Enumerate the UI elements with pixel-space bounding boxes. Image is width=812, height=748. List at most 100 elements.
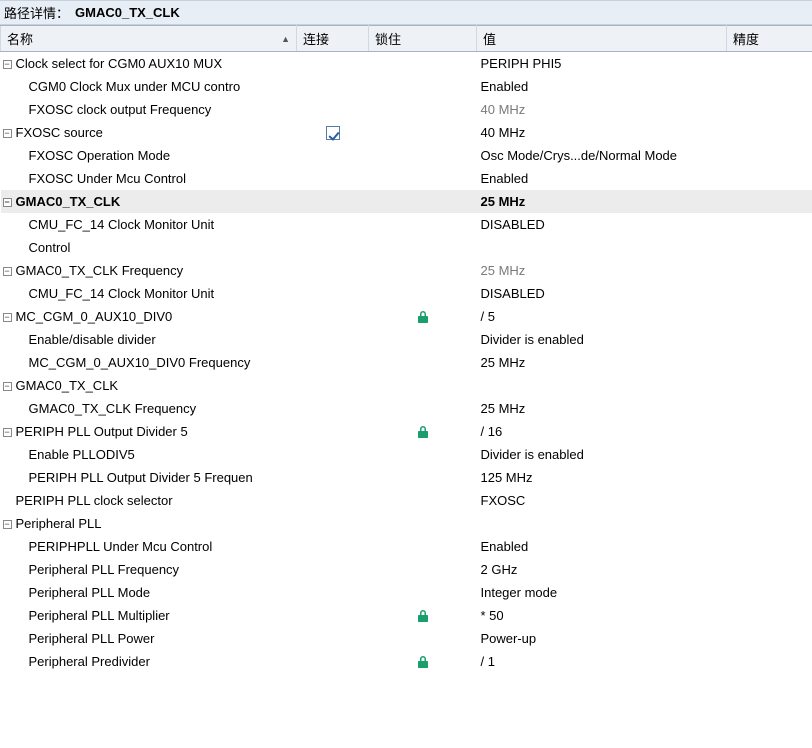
tree-collapser-icon[interactable]: −	[3, 428, 12, 437]
cell-connection	[297, 535, 369, 558]
tree-collapser-icon[interactable]: −	[3, 382, 12, 391]
tree-collapser-icon[interactable]: −	[3, 267, 12, 276]
cell-value[interactable]: Enabled	[477, 535, 727, 558]
table-row[interactable]: FXOSC clock output Frequency40 MHz	[1, 98, 812, 121]
cell-connection	[297, 190, 369, 213]
table-row[interactable]: −GMAC0_TX_CLK Frequency 25 MHz	[1, 259, 812, 282]
table-row[interactable]: Enable PLLODIV5Divider is enabled	[1, 443, 812, 466]
cell-precision	[727, 581, 812, 604]
cell-value[interactable]: / 5	[477, 305, 727, 328]
lock-icon	[417, 310, 429, 324]
table-row[interactable]: PERIPHPLL Under Mcu Control Enabled	[1, 535, 812, 558]
cell-value[interactable]: * 50	[477, 604, 727, 627]
cell-value[interactable]: FXOSC	[477, 489, 727, 512]
cell-lock	[369, 305, 477, 328]
table-row[interactable]: −GMAC0_TX_CLK 25 MHz	[1, 190, 812, 213]
col-header-lock[interactable]: 锁住	[369, 26, 477, 52]
table-row[interactable]: FXOSC Under Mcu ControlEnabled	[1, 167, 812, 190]
cell-name: Peripheral PLL Mode	[1, 581, 297, 604]
cell-value[interactable]: PERIPH PHI5	[477, 52, 727, 75]
cell-value[interactable]: DISABLED	[477, 282, 727, 305]
cell-lock	[369, 627, 477, 650]
cell-value[interactable]: 25 MHz	[477, 351, 727, 374]
col-header-connection[interactable]: 连接	[297, 26, 369, 52]
cell-connection	[297, 604, 369, 627]
table-row[interactable]: FXOSC Operation ModeOsc Mode/Crys...de/N…	[1, 144, 812, 167]
cell-precision	[727, 144, 812, 167]
cell-value[interactable]: 25 MHz	[477, 397, 727, 420]
table-row[interactable]: CGM0 Clock Mux under MCU controEnabled	[1, 75, 812, 98]
tree-collapser-icon[interactable]: −	[3, 313, 12, 322]
table-row[interactable]: Peripheral Predivider/ 1	[1, 650, 812, 673]
cell-name: PERIPHPLL Under Mcu Control	[1, 535, 297, 558]
path-label: 路径详情：	[4, 3, 69, 22]
tree-collapser-icon[interactable]: −	[3, 520, 12, 529]
cell-value[interactable]	[477, 512, 727, 535]
path-bar: 路径详情： GMAC0_TX_CLK	[0, 0, 812, 25]
cell-precision	[727, 535, 812, 558]
table-row[interactable]: PERIPH PLL clock selectorFXOSC	[1, 489, 812, 512]
cell-value[interactable]: Integer mode	[477, 581, 727, 604]
col-header-name[interactable]: 名称 ▲	[1, 26, 297, 52]
cell-value[interactable]: 40 MHz	[477, 98, 727, 121]
table-row[interactable]: −Peripheral PLL	[1, 512, 812, 535]
cell-precision	[727, 351, 812, 374]
tree-collapser-icon[interactable]: −	[3, 198, 12, 207]
cell-value[interactable]: / 16	[477, 420, 727, 443]
cell-value[interactable]: 2 GHz	[477, 558, 727, 581]
table-row[interactable]: Enable/disable dividerDivider is enabled	[1, 328, 812, 351]
cell-value[interactable]: 25 MHz	[477, 190, 727, 213]
table-row[interactable]: −PERIPH PLL Output Divider 5/ 16	[1, 420, 812, 443]
cell-name: −Clock select for CGM0 AUX10 MUX	[1, 52, 297, 75]
cell-value	[477, 236, 727, 259]
table-row[interactable]: Peripheral PLL Mode Integer mode	[1, 581, 812, 604]
cell-value[interactable]: Enabled	[477, 75, 727, 98]
table-row[interactable]: Peripheral PLL Frequency2 GHz	[1, 558, 812, 581]
cell-value[interactable]: Divider is enabled	[477, 328, 727, 351]
cell-connection	[297, 443, 369, 466]
table-row[interactable]: Peripheral PLL Power Power-up	[1, 627, 812, 650]
cell-connection	[297, 98, 369, 121]
cell-lock	[369, 121, 477, 144]
cell-connection	[297, 167, 369, 190]
cell-precision	[727, 190, 812, 213]
col-header-value[interactable]: 值	[477, 26, 727, 52]
cell-lock	[369, 558, 477, 581]
cell-value[interactable]: Enabled	[477, 167, 727, 190]
table-row[interactable]: PERIPH PLL Output Divider 5 Frequen 125 M…	[1, 466, 812, 489]
cell-value[interactable]: 25 MHz	[477, 259, 727, 282]
table-row[interactable]: Control	[1, 236, 812, 259]
cell-precision	[727, 443, 812, 466]
table-row[interactable]: Peripheral PLL Multiplier* 50	[1, 604, 812, 627]
cell-lock	[369, 167, 477, 190]
table-row[interactable]: −GMAC0_TX_CLK	[1, 374, 812, 397]
cell-value[interactable]: Osc Mode/Crys...de/Normal Mode	[477, 144, 727, 167]
cell-precision	[727, 397, 812, 420]
cell-value[interactable]: / 1	[477, 650, 727, 673]
cell-precision	[727, 489, 812, 512]
cell-lock	[369, 213, 477, 236]
cell-precision	[727, 259, 812, 282]
cell-precision	[727, 374, 812, 397]
cell-value[interactable]: Divider is enabled	[477, 443, 727, 466]
cell-value[interactable]: 125 MHz	[477, 466, 727, 489]
table-row[interactable]: −FXOSC source40 MHz	[1, 121, 812, 144]
cell-value[interactable]	[477, 374, 727, 397]
table-row[interactable]: MC_CGM_0_AUX10_DIV0 Frequency25 MHz	[1, 351, 812, 374]
table-row[interactable]: GMAC0_TX_CLK Frequency25 MHz	[1, 397, 812, 420]
cell-connection	[297, 328, 369, 351]
cell-value[interactable]: 40 MHz	[477, 121, 727, 144]
cell-value[interactable]: Power-up	[477, 627, 727, 650]
tree-collapser-icon[interactable]: −	[3, 129, 12, 138]
cell-name: −GMAC0_TX_CLK	[1, 190, 297, 213]
table-row[interactable]: CMU_FC_14 Clock Monitor UnitDISABLED	[1, 213, 812, 236]
cell-name: PERIPH PLL Output Divider 5 Frequen	[1, 466, 297, 489]
table-row[interactable]: −MC_CGM_0_AUX10_DIV0/ 5	[1, 305, 812, 328]
row-name-label: Peripheral PLL Power	[29, 631, 155, 646]
checkbox-checked-icon[interactable]	[326, 126, 340, 140]
row-name-label: GMAC0_TX_CLK Frequency	[16, 263, 184, 278]
table-row[interactable]: CMU_FC_14 Clock Monitor UnitDISABLED	[1, 282, 812, 305]
col-header-precision[interactable]: 精度	[727, 26, 812, 52]
table-row[interactable]: −Clock select for CGM0 AUX10 MUX PERIPH P…	[1, 52, 812, 75]
tree-collapser-icon[interactable]: −	[3, 60, 12, 69]
